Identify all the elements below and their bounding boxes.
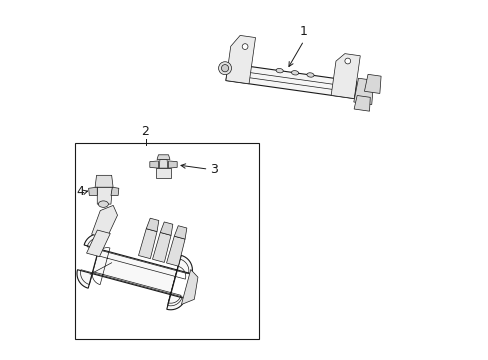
Polygon shape — [330, 54, 360, 99]
Ellipse shape — [276, 68, 283, 73]
Polygon shape — [97, 187, 112, 204]
Polygon shape — [157, 155, 170, 159]
Polygon shape — [86, 230, 110, 257]
Polygon shape — [77, 234, 192, 310]
Circle shape — [242, 44, 247, 49]
Ellipse shape — [98, 201, 108, 207]
Polygon shape — [181, 270, 198, 305]
Ellipse shape — [306, 73, 313, 77]
Polygon shape — [88, 187, 97, 195]
Polygon shape — [166, 236, 184, 266]
Polygon shape — [160, 222, 172, 235]
Polygon shape — [174, 226, 186, 239]
Polygon shape — [364, 74, 380, 94]
Polygon shape — [353, 95, 369, 111]
Text: 2: 2 — [141, 125, 149, 138]
Circle shape — [344, 58, 350, 64]
Polygon shape — [146, 218, 159, 231]
Polygon shape — [168, 161, 177, 168]
Polygon shape — [225, 35, 255, 84]
Polygon shape — [91, 206, 117, 238]
Ellipse shape — [291, 71, 298, 75]
Polygon shape — [155, 168, 171, 178]
Polygon shape — [225, 63, 356, 99]
Polygon shape — [353, 78, 373, 104]
Polygon shape — [138, 229, 157, 259]
Polygon shape — [149, 161, 158, 168]
Circle shape — [221, 64, 228, 72]
Polygon shape — [95, 175, 113, 187]
Text: 1: 1 — [299, 25, 307, 38]
Polygon shape — [111, 187, 119, 195]
Circle shape — [218, 62, 231, 75]
Text: 3: 3 — [210, 163, 218, 176]
Bar — [75, 143, 258, 339]
Text: 4: 4 — [76, 185, 84, 198]
Polygon shape — [159, 159, 167, 168]
Polygon shape — [152, 233, 171, 262]
